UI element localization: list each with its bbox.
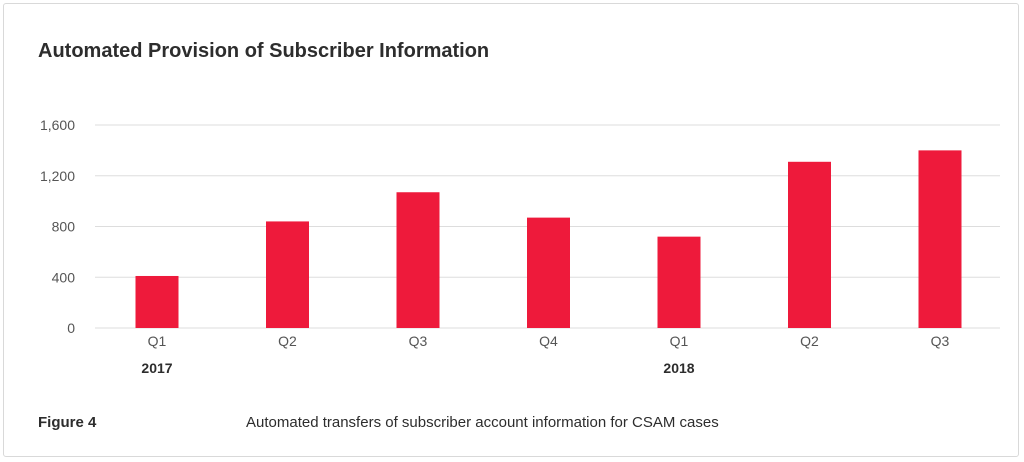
x-tick-label: Q3 [409,333,428,349]
x-tick-label: Q1 [148,333,167,349]
x-axis-tick-labels: Q1 Q2 Q3 Q4 Q1 Q2 Q3 [148,333,950,349]
bar [266,221,309,328]
y-tick-label: 400 [52,269,76,285]
y-tick-label: 0 [67,320,75,336]
bar [397,192,440,328]
y-tick-label: 800 [52,219,76,235]
x-tick-label: Q2 [800,333,819,349]
x-axis-year-labels: 2017 2018 [141,360,694,376]
y-axis-tick-labels: 0 400 800 1,200 1,600 [40,117,75,336]
figure-label: Figure 4 [38,414,96,431]
y-tick-label: 1,200 [40,168,75,184]
bar [527,218,570,328]
bars [136,150,962,328]
year-label: 2017 [141,360,172,376]
year-label: 2018 [663,360,694,376]
x-tick-label: Q1 [670,333,689,349]
x-tick-label: Q3 [931,333,950,349]
x-tick-label: Q4 [539,333,558,349]
x-tick-label: Q2 [278,333,297,349]
bar [136,276,179,328]
y-tick-label: 1,600 [40,117,75,133]
bar [788,162,831,328]
bar [919,150,962,328]
figure-caption: Automated transfers of subscriber accoun… [246,414,719,431]
bar [658,237,701,328]
